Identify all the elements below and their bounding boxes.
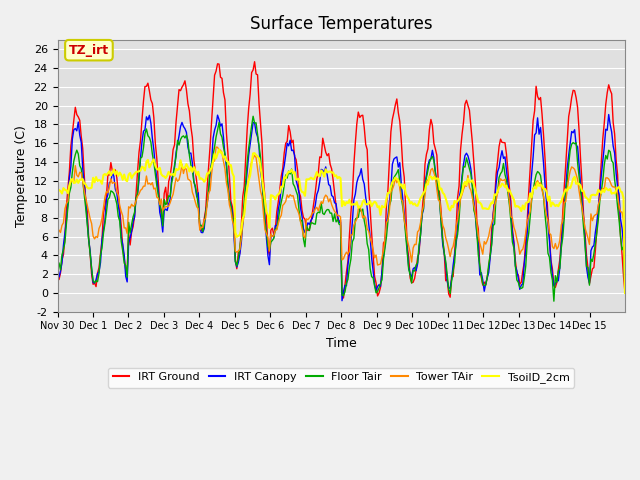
TsoilD_2cm	[215, 146, 223, 152]
TsoilD_2cm	[347, 202, 355, 207]
IRT Canopy	[544, 222, 552, 228]
Line: Tower TAir: Tower TAir	[58, 147, 625, 293]
X-axis label: Time: Time	[326, 337, 356, 350]
Tower TAir	[460, 187, 467, 192]
Floor Tair	[621, 290, 629, 296]
IRT Canopy	[73, 128, 81, 134]
TsoilD_2cm	[621, 290, 629, 296]
TsoilD_2cm	[73, 177, 81, 182]
IRT Canopy	[621, 290, 629, 296]
Line: IRT Canopy: IRT Canopy	[58, 115, 625, 300]
IRT Canopy	[460, 161, 467, 167]
IRT Canopy	[620, 242, 627, 248]
TsoilD_2cm	[91, 180, 99, 185]
Tower TAir	[618, 209, 626, 215]
Line: IRT Ground: IRT Ground	[58, 62, 625, 298]
IRT Ground	[461, 101, 469, 107]
Tower TAir	[621, 290, 629, 296]
Floor Tair	[347, 256, 355, 262]
TsoilD_2cm	[54, 186, 61, 192]
IRT Ground	[73, 112, 81, 118]
IRT Ground	[340, 295, 348, 301]
IRT Ground	[621, 290, 629, 296]
Tower TAir	[544, 219, 552, 225]
IRT Ground	[91, 280, 99, 286]
Legend: IRT Ground, IRT Canopy, Floor Tair, Tower TAir, TsoilD_2cm: IRT Ground, IRT Canopy, Floor Tair, Towe…	[108, 368, 574, 387]
Floor Tair	[73, 147, 81, 153]
Line: Floor Tair: Floor Tair	[58, 116, 625, 301]
IRT Ground	[251, 59, 259, 65]
Floor Tair	[249, 113, 257, 119]
TsoilD_2cm	[544, 198, 552, 204]
IRT Ground	[54, 271, 61, 276]
Floor Tair	[460, 164, 467, 169]
IRT Canopy	[91, 280, 99, 286]
Tower TAir	[212, 144, 220, 150]
Tower TAir	[73, 172, 81, 178]
IRT Ground	[545, 233, 553, 239]
Y-axis label: Temperature (C): Temperature (C)	[15, 125, 28, 227]
IRT Ground	[620, 274, 627, 279]
Text: TZ_irt: TZ_irt	[69, 44, 109, 57]
Tower TAir	[347, 232, 355, 238]
TsoilD_2cm	[460, 182, 467, 188]
IRT Ground	[349, 192, 356, 197]
Tower TAir	[54, 226, 61, 232]
IRT Canopy	[347, 239, 355, 244]
Line: TsoilD_2cm: TsoilD_2cm	[58, 149, 625, 293]
IRT Canopy	[54, 271, 61, 276]
Title: Surface Temperatures: Surface Temperatures	[250, 15, 433, 33]
Tower TAir	[91, 236, 99, 242]
Floor Tair	[91, 280, 99, 286]
IRT Canopy	[338, 298, 346, 303]
Floor Tair	[620, 244, 627, 250]
Floor Tair	[544, 251, 552, 256]
TsoilD_2cm	[618, 190, 626, 195]
Floor Tair	[550, 298, 557, 304]
Floor Tair	[54, 265, 61, 271]
IRT Canopy	[605, 112, 612, 118]
